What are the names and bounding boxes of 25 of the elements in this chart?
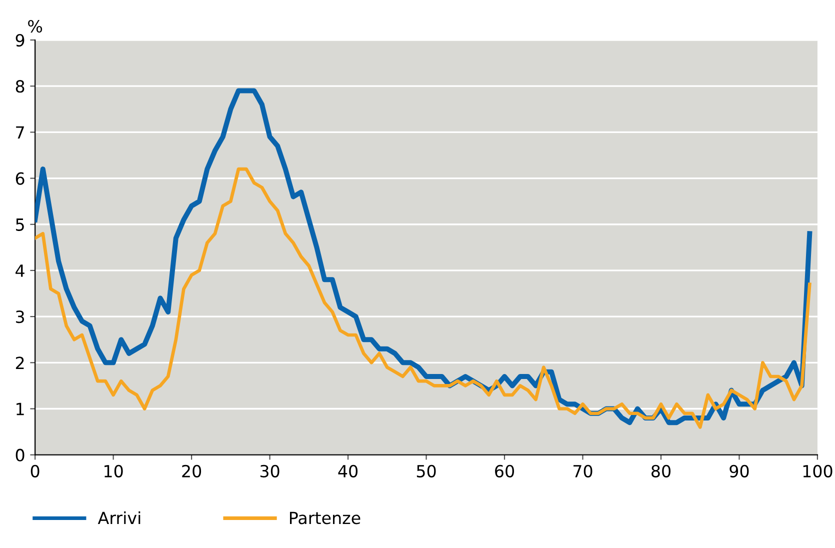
x-tick-label: 40 — [338, 464, 358, 478]
x-tick-label: 30 — [260, 464, 280, 478]
y-tick-label: 0 — [16, 448, 24, 462]
y-tick-label: 5 — [16, 218, 24, 231]
x-tick-label: 50 — [416, 464, 436, 478]
y-axis-title: % — [28, 20, 42, 33]
line-series — [35, 167, 812, 429]
y-tick-label: 2 — [16, 356, 24, 369]
y-tick-label: 8 — [16, 80, 24, 93]
y-tick-label: 6 — [16, 172, 24, 185]
y-tick-label: 7 — [16, 126, 24, 139]
y-tick-label: 1 — [16, 402, 24, 416]
y-tick-label: 3 — [16, 310, 24, 324]
x-tick-label: 70 — [574, 464, 592, 478]
x-tick-label: 80 — [652, 464, 670, 478]
x-tick-label: 0 — [30, 464, 40, 478]
y-tick-label: 9 — [16, 34, 24, 47]
x-tick-label: 10 — [104, 464, 123, 478]
legend-label: Partenze — [290, 512, 360, 524]
x-tick-label: 60 — [495, 464, 514, 478]
y-tick-label: 4 — [16, 264, 24, 277]
legend-label: Arrivi — [98, 511, 140, 524]
x-tick-label: 20 — [182, 464, 202, 478]
x-tick-label: 90 — [730, 464, 749, 478]
x-tick-label: 100 — [803, 464, 832, 478]
